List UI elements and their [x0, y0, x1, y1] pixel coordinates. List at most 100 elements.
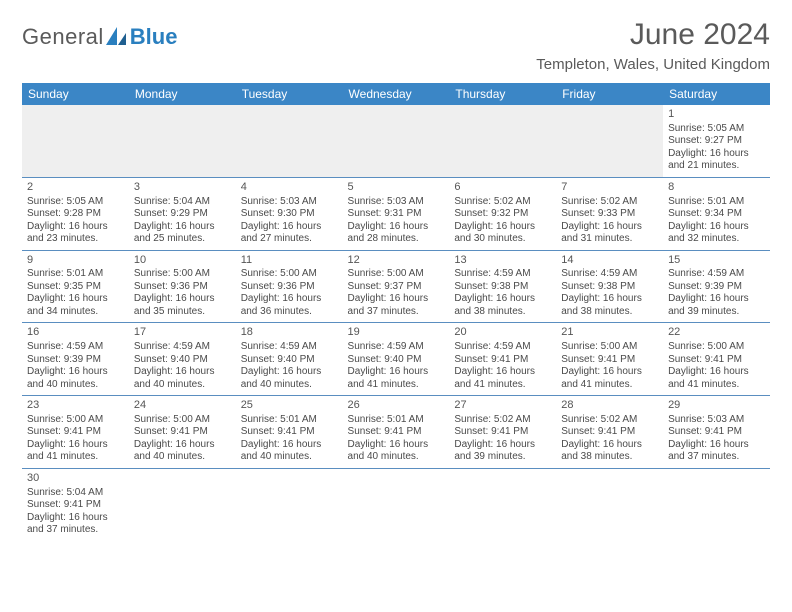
- sunrise-line: Sunrise: 5:04 AM: [27, 487, 124, 500]
- calendar-row: 9Sunrise: 5:01 AMSunset: 9:35 PMDaylight…: [22, 250, 770, 323]
- brand-part1: General: [22, 24, 104, 50]
- weekday-saturday: Saturday: [663, 83, 770, 105]
- sunrise-line: Sunrise: 4:59 AM: [134, 341, 231, 354]
- sunrise-line: Sunrise: 4:59 AM: [668, 268, 765, 281]
- daylight-line: Daylight: 16 hours and 31 minutes.: [561, 221, 658, 246]
- sunrise-line: Sunrise: 4:59 AM: [454, 341, 551, 354]
- day-number: 25: [241, 399, 338, 413]
- brand-part2: Blue: [130, 24, 178, 50]
- day-cell-10: 10Sunrise: 5:00 AMSunset: 9:36 PMDayligh…: [129, 250, 236, 323]
- sunset-line: Sunset: 9:41 PM: [454, 426, 551, 439]
- day-number: 8: [668, 181, 765, 195]
- daylight-line: Daylight: 16 hours and 38 minutes.: [454, 293, 551, 318]
- daylight-line: Daylight: 16 hours and 40 minutes.: [241, 366, 338, 391]
- weekday-friday: Friday: [556, 83, 663, 105]
- day-cell-7: 7Sunrise: 5:02 AMSunset: 9:33 PMDaylight…: [556, 177, 663, 250]
- daylight-line: Daylight: 16 hours and 40 minutes.: [27, 366, 124, 391]
- sunset-line: Sunset: 9:41 PM: [241, 426, 338, 439]
- day-number: 26: [348, 399, 445, 413]
- day-number: 10: [134, 254, 231, 268]
- sunset-line: Sunset: 9:28 PM: [27, 208, 124, 221]
- day-cell-21: 21Sunrise: 5:00 AMSunset: 9:41 PMDayligh…: [556, 323, 663, 396]
- sunset-line: Sunset: 9:38 PM: [454, 281, 551, 294]
- empty-cell: [236, 105, 343, 177]
- day-cell-8: 8Sunrise: 5:01 AMSunset: 9:34 PMDaylight…: [663, 177, 770, 250]
- calendar-body: 1Sunrise: 5:05 AMSunset: 9:27 PMDaylight…: [22, 105, 770, 541]
- calendar-row: 23Sunrise: 5:00 AMSunset: 9:41 PMDayligh…: [22, 396, 770, 469]
- weekday-wednesday: Wednesday: [343, 83, 450, 105]
- day-number: 21: [561, 326, 658, 340]
- empty-cell: [129, 468, 236, 540]
- sunset-line: Sunset: 9:41 PM: [561, 426, 658, 439]
- sunset-line: Sunset: 9:41 PM: [454, 354, 551, 367]
- day-number: 27: [454, 399, 551, 413]
- day-number: 6: [454, 181, 551, 195]
- calendar-row: 1Sunrise: 5:05 AMSunset: 9:27 PMDaylight…: [22, 105, 770, 177]
- day-cell-19: 19Sunrise: 4:59 AMSunset: 9:40 PMDayligh…: [343, 323, 450, 396]
- day-cell-28: 28Sunrise: 5:02 AMSunset: 9:41 PMDayligh…: [556, 396, 663, 469]
- calendar-row: 30Sunrise: 5:04 AMSunset: 9:41 PMDayligh…: [22, 468, 770, 540]
- sunrise-line: Sunrise: 5:05 AM: [668, 123, 765, 136]
- sunrise-line: Sunrise: 5:00 AM: [348, 268, 445, 281]
- sunset-line: Sunset: 9:29 PM: [134, 208, 231, 221]
- title-block: June 2024 Templeton, Wales, United Kingd…: [536, 18, 770, 73]
- sunrise-line: Sunrise: 5:03 AM: [668, 414, 765, 427]
- sunrise-line: Sunrise: 4:59 AM: [454, 268, 551, 281]
- day-number: 29: [668, 399, 765, 413]
- day-number: 20: [454, 326, 551, 340]
- daylight-line: Daylight: 16 hours and 40 minutes.: [134, 366, 231, 391]
- day-number: 9: [27, 254, 124, 268]
- sunset-line: Sunset: 9:40 PM: [241, 354, 338, 367]
- sunrise-line: Sunrise: 5:02 AM: [454, 414, 551, 427]
- day-cell-26: 26Sunrise: 5:01 AMSunset: 9:41 PMDayligh…: [343, 396, 450, 469]
- day-cell-5: 5Sunrise: 5:03 AMSunset: 9:31 PMDaylight…: [343, 177, 450, 250]
- day-number: 7: [561, 181, 658, 195]
- daylight-line: Daylight: 16 hours and 40 minutes.: [241, 439, 338, 464]
- sunrise-line: Sunrise: 5:00 AM: [668, 341, 765, 354]
- day-cell-13: 13Sunrise: 4:59 AMSunset: 9:38 PMDayligh…: [449, 250, 556, 323]
- day-cell-30: 30Sunrise: 5:04 AMSunset: 9:41 PMDayligh…: [22, 468, 129, 540]
- calendar-table: SundayMondayTuesdayWednesdayThursdayFrid…: [22, 83, 770, 541]
- empty-cell: [22, 105, 129, 177]
- day-number: 4: [241, 181, 338, 195]
- day-number: 13: [454, 254, 551, 268]
- day-number: 22: [668, 326, 765, 340]
- daylight-line: Daylight: 16 hours and 37 minutes.: [348, 293, 445, 318]
- day-cell-18: 18Sunrise: 4:59 AMSunset: 9:40 PMDayligh…: [236, 323, 343, 396]
- day-cell-15: 15Sunrise: 4:59 AMSunset: 9:39 PMDayligh…: [663, 250, 770, 323]
- sunrise-line: Sunrise: 4:59 AM: [27, 341, 124, 354]
- day-number: 28: [561, 399, 658, 413]
- day-cell-3: 3Sunrise: 5:04 AMSunset: 9:29 PMDaylight…: [129, 177, 236, 250]
- sunrise-line: Sunrise: 5:01 AM: [27, 268, 124, 281]
- daylight-line: Daylight: 16 hours and 25 minutes.: [134, 221, 231, 246]
- daylight-line: Daylight: 16 hours and 39 minutes.: [668, 293, 765, 318]
- daylight-line: Daylight: 16 hours and 41 minutes.: [454, 366, 551, 391]
- daylight-line: Daylight: 16 hours and 41 minutes.: [668, 366, 765, 391]
- day-number: 19: [348, 326, 445, 340]
- daylight-line: Daylight: 16 hours and 40 minutes.: [134, 439, 231, 464]
- empty-cell: [129, 105, 236, 177]
- day-number: 18: [241, 326, 338, 340]
- sunrise-line: Sunrise: 5:04 AM: [134, 196, 231, 209]
- day-cell-29: 29Sunrise: 5:03 AMSunset: 9:41 PMDayligh…: [663, 396, 770, 469]
- day-number: 30: [27, 472, 124, 486]
- daylight-line: Daylight: 16 hours and 23 minutes.: [27, 221, 124, 246]
- sunrise-line: Sunrise: 5:00 AM: [241, 268, 338, 281]
- sunset-line: Sunset: 9:41 PM: [668, 426, 765, 439]
- day-number: 16: [27, 326, 124, 340]
- day-number: 14: [561, 254, 658, 268]
- day-cell-25: 25Sunrise: 5:01 AMSunset: 9:41 PMDayligh…: [236, 396, 343, 469]
- sunrise-line: Sunrise: 5:00 AM: [561, 341, 658, 354]
- sunrise-line: Sunrise: 5:02 AM: [561, 196, 658, 209]
- day-number: 12: [348, 254, 445, 268]
- brand-logo: General Blue: [22, 24, 177, 50]
- empty-cell: [556, 468, 663, 540]
- day-number: 5: [348, 181, 445, 195]
- weekday-sunday: Sunday: [22, 83, 129, 105]
- sunrise-line: Sunrise: 4:59 AM: [348, 341, 445, 354]
- daylight-line: Daylight: 16 hours and 38 minutes.: [561, 293, 658, 318]
- daylight-line: Daylight: 16 hours and 41 minutes.: [561, 366, 658, 391]
- sunrise-line: Sunrise: 5:01 AM: [668, 196, 765, 209]
- month-title: June 2024: [536, 18, 770, 52]
- daylight-line: Daylight: 16 hours and 36 minutes.: [241, 293, 338, 318]
